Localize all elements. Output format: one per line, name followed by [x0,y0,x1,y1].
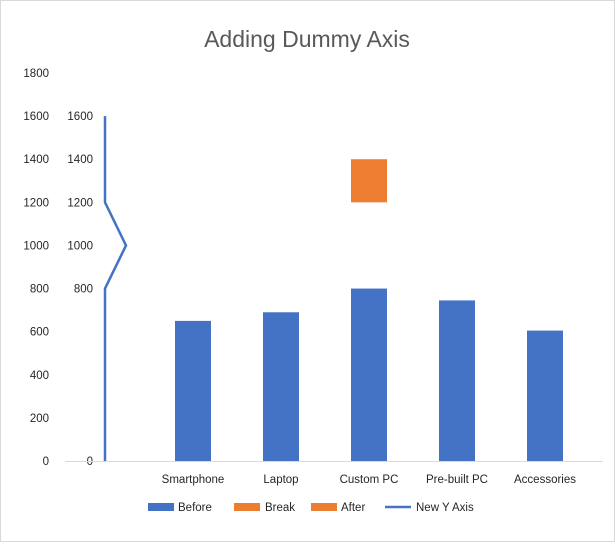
new-y-axis-label: 1200 [67,197,93,209]
y-tick-label: 1600 [23,111,49,123]
legend: Before Break After New Y Axis [148,502,474,514]
x-tick-label: Smartphone [162,474,225,486]
new-y-axis-label: 1000 [67,240,93,252]
y-tick-label: 1800 [23,68,49,80]
y-tick-label: 400 [30,370,49,382]
bar-before [263,312,299,461]
x-tick-label: Laptop [263,474,298,486]
y-tick-label: 0 [43,456,49,468]
legend-swatch [311,503,337,511]
y-tick-label: 200 [30,413,49,425]
bar-before [527,330,563,461]
legend-label: New Y Axis [416,502,474,514]
new-y-axis-label: 1400 [67,154,93,166]
x-axis: Smartphone Laptop Custom PC Pre-built PC Acc… [65,461,603,486]
x-tick-label: Pre-built PC [426,474,488,486]
legend-label: Break [265,502,295,514]
bar-after [351,159,387,203]
bar-before [175,320,211,461]
y-tick-label: 800 [30,284,49,296]
new-y-axis-label: 800 [74,284,93,296]
new-y-axis-label: 1600 [67,111,93,123]
legend-swatch [148,503,174,511]
y-tick-label: 1000 [23,240,49,252]
chart-title: Adding Dummy Axis [204,26,410,52]
new-y-axis-line [103,116,128,461]
legend-label: After [341,502,365,514]
x-tick-label: Accessories [514,474,576,486]
legend-label: Before [178,502,212,514]
legend-swatch [234,503,260,511]
new-y-axis: 16001400120010008000 [67,111,128,468]
bar-before [439,300,475,461]
bars [175,159,563,461]
bar-before [351,288,387,461]
y-axis: 0 200 400 600 800 1000 1200 1400 1600 1800 [23,68,49,468]
y-tick-label: 600 [30,327,49,339]
x-tick-label: Custom PC [340,474,399,486]
y-tick-label: 1200 [23,197,49,209]
y-tick-label: 1400 [23,154,49,166]
